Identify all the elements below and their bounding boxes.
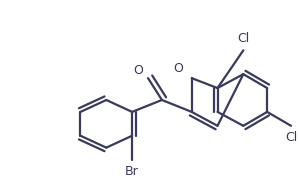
Text: Cl: Cl bbox=[237, 32, 249, 45]
Text: Cl: Cl bbox=[285, 131, 297, 144]
Text: Br: Br bbox=[125, 165, 139, 178]
Text: O: O bbox=[133, 64, 143, 77]
Text: O: O bbox=[173, 62, 183, 75]
